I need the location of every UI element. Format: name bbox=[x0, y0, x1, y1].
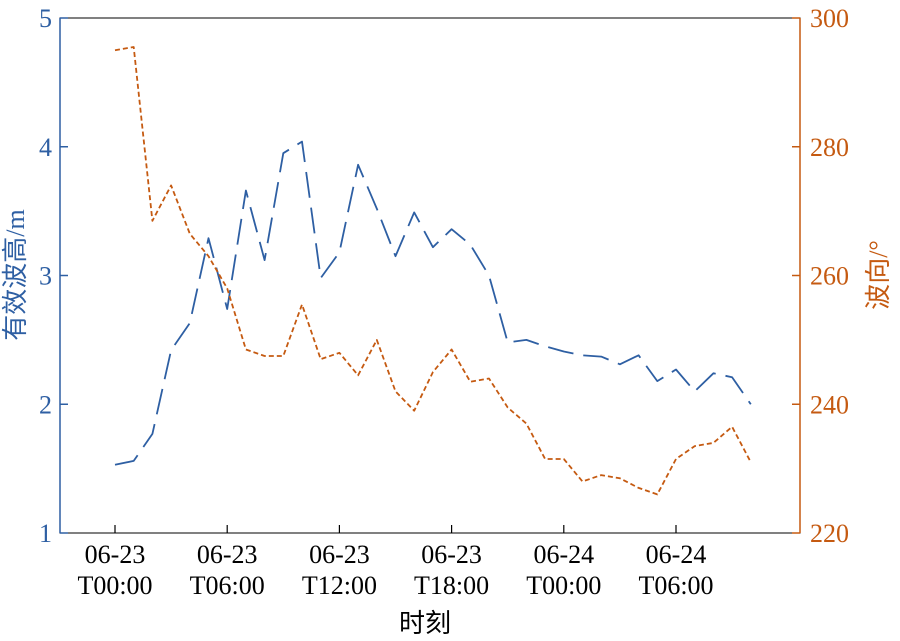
right-y-axis-ticks: 220 240 260 280 300 bbox=[792, 4, 849, 548]
x-tick-label-date: 06-23 bbox=[85, 540, 146, 569]
x-tick-label-date: 06-23 bbox=[309, 540, 370, 569]
right-y-tick-label: 240 bbox=[810, 390, 849, 419]
left-y-tick-label: 1 bbox=[39, 519, 52, 548]
right-y-tick-label: 300 bbox=[810, 4, 849, 33]
x-tick-label-time: T06:00 bbox=[190, 571, 265, 600]
x-tick-label-time: T12:00 bbox=[302, 571, 377, 600]
x-tick-label-time: T00:00 bbox=[526, 571, 601, 600]
x-tick-label-date: 06-24 bbox=[533, 540, 594, 569]
x-tick-label-date: 06-24 bbox=[646, 540, 707, 569]
x-tick-label-time: T00:00 bbox=[77, 571, 152, 600]
x-tick-label-date: 06-23 bbox=[421, 540, 482, 569]
left-y-tick-label: 2 bbox=[39, 390, 52, 419]
series-line-wave-direction bbox=[114, 46, 752, 496]
left-y-tick-label: 3 bbox=[39, 262, 52, 291]
left-y-axis-ticks: 1 2 3 4 5 bbox=[39, 4, 68, 548]
left-y-tick-label: 4 bbox=[39, 133, 52, 162]
right-y-tick-label: 260 bbox=[810, 262, 849, 291]
x-tick-label-time: T06:00 bbox=[638, 571, 713, 600]
series-line-wave-height bbox=[114, 140, 752, 466]
right-y-tick-label: 280 bbox=[810, 133, 849, 162]
plot-area-frame bbox=[59, 17, 801, 534]
right-y-tick-label: 220 bbox=[810, 519, 849, 548]
x-tick-label-date: 06-23 bbox=[197, 540, 258, 569]
series-layer bbox=[114, 46, 752, 496]
right-y-axis-label: 波向/° bbox=[864, 240, 893, 310]
x-tick-label-time: T18:00 bbox=[414, 571, 489, 600]
left-y-tick-label: 5 bbox=[39, 4, 52, 33]
x-axis-ticks: 06-23T00:0006-23T06:0006-23T12:0006-23T1… bbox=[77, 525, 714, 600]
left-y-axis-label: 有效波高/m bbox=[1, 209, 30, 340]
x-axis-label: 时刻 bbox=[399, 609, 451, 638]
